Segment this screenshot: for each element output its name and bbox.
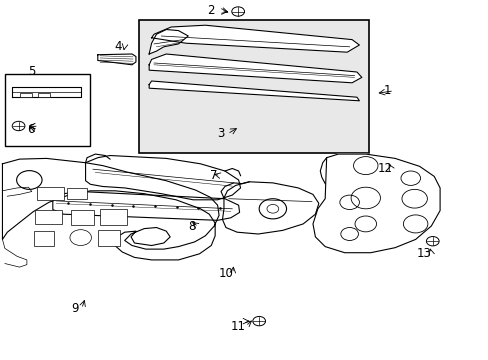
Text: 1: 1 — [383, 84, 391, 97]
Polygon shape — [149, 81, 359, 101]
Polygon shape — [2, 158, 219, 260]
Bar — [71, 210, 94, 225]
Text: 11: 11 — [231, 320, 245, 333]
Polygon shape — [151, 25, 359, 52]
Bar — [34, 231, 54, 246]
Text: 13: 13 — [416, 247, 431, 260]
Bar — [100, 209, 127, 225]
Polygon shape — [12, 87, 81, 97]
Text: 7: 7 — [210, 169, 218, 182]
Polygon shape — [149, 30, 188, 54]
Polygon shape — [312, 154, 439, 253]
Text: 10: 10 — [219, 267, 233, 280]
Text: 12: 12 — [377, 162, 391, 175]
Polygon shape — [98, 54, 136, 65]
Text: 2: 2 — [207, 4, 215, 17]
Text: 9: 9 — [71, 302, 79, 315]
Bar — [35, 210, 62, 224]
Bar — [67, 188, 87, 199]
Bar — [38, 93, 50, 97]
Bar — [98, 230, 120, 246]
Text: 6: 6 — [27, 123, 35, 136]
Polygon shape — [53, 192, 239, 220]
Bar — [37, 187, 63, 200]
Polygon shape — [149, 54, 361, 83]
Bar — [20, 93, 32, 97]
Text: 3: 3 — [217, 127, 224, 140]
Bar — [139, 20, 368, 153]
Bar — [5, 74, 90, 146]
Text: 8: 8 — [188, 220, 196, 233]
Text: 5: 5 — [28, 65, 36, 78]
Polygon shape — [222, 182, 318, 234]
Text: 4: 4 — [114, 40, 122, 53]
Polygon shape — [85, 156, 240, 200]
